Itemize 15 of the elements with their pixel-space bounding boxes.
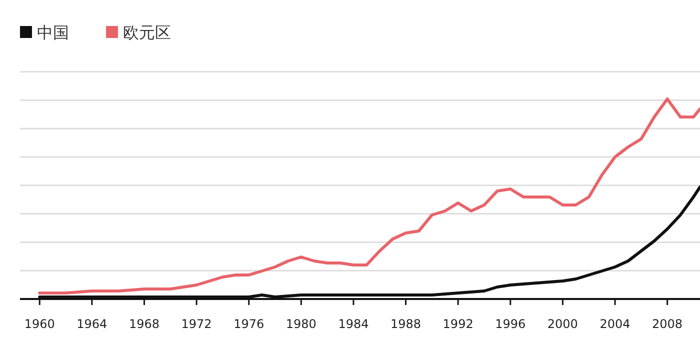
legend-label: 中国 [37,23,69,42]
x-tick-label: 1996 [495,317,526,331]
x-tick-label: 1980 [286,317,316,331]
x-tick-label: 1976 [234,317,264,331]
x-tick-label: 1972 [181,317,212,331]
x-tick-label: 1992 [442,317,474,331]
x-tick-label: 2000 [547,317,578,331]
x-tick-label: 2008 [652,317,683,331]
x-tick-label: 2004 [600,317,630,331]
x-tick-label: 1984 [338,317,369,331]
x-tick-label: 1964 [76,317,108,331]
x-tick-label: 1988 [390,317,422,331]
legend-label: 欧元区 [123,23,171,42]
x-tick-label: 1968 [128,317,160,331]
x-tick-label: 1960 [24,317,55,331]
